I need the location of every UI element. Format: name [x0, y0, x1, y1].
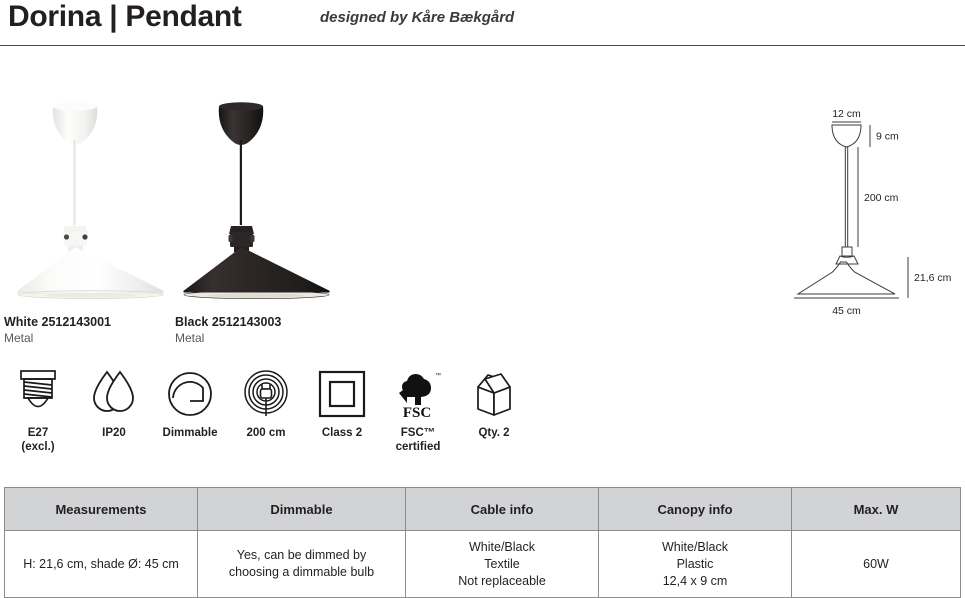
cell-canopy-info: White/Black Plastic 12,4 x 9 cm: [598, 530, 792, 598]
feature-label-e27: E27 (excl.): [21, 427, 55, 453]
dim-shade-height: 21,6 cm: [914, 272, 952, 284]
pendant-lamp-line-drawing: 12 cm 9 cm 200 cm 21,6 cm 45 cm: [794, 108, 952, 317]
feature-label-dimmable: Dimmable: [162, 427, 218, 439]
ip20-droplet-icon: [76, 366, 152, 422]
product-name-black: Black 2512143003: [175, 315, 282, 329]
product-name-white: White 2512143001: [4, 315, 112, 329]
feature-icon-row: E27 (excl.) IP20: [0, 366, 540, 466]
cell-measurements: H: 21,6 cm, shade Ø: 45 cm: [4, 530, 198, 598]
feature-ip20: IP20: [76, 366, 152, 441]
feature-dimmable: Dimmable: [152, 366, 228, 441]
table-header-row: Measurements Dimmable Cable info Canopy …: [4, 487, 961, 531]
product-material-black: Metal: [175, 331, 205, 345]
feature-cable-length: 200 cm: [228, 366, 304, 441]
cell-dimmable: Yes, can be dimmed by choosing a dimmabl…: [197, 530, 406, 598]
feature-label-cable-length: 200 cm: [246, 427, 286, 439]
header-canopy-info: Canopy info: [598, 487, 792, 531]
header-max-w: Max. W: [791, 487, 961, 531]
header-divider: [0, 45, 965, 46]
feature-label-fsc: FSC™ certified: [395, 427, 441, 453]
pendant-lamp-black-photo: [183, 102, 330, 300]
table-row: H: 21,6 cm, shade Ø: 45 cm Yes, can be d…: [4, 530, 961, 598]
dim-shade-diameter: 45 cm: [832, 305, 861, 317]
dim-canopy-height: 9 cm: [876, 131, 899, 143]
cable-length-icon: [228, 366, 304, 422]
header-cable-info: Cable info: [405, 487, 599, 531]
class-2-icon: [304, 366, 380, 422]
svg-text:FSC: FSC: [403, 405, 431, 421]
product-material-white: Metal: [4, 331, 34, 345]
package-quantity-icon: [456, 366, 532, 422]
e27-socket-icon: [0, 366, 76, 422]
feature-quantity: Qty. 2: [456, 366, 532, 441]
dim-canopy-width: 12 cm: [832, 108, 861, 120]
svg-text:™: ™: [435, 372, 441, 379]
dimmable-icon: [152, 366, 228, 422]
page-header: Dorina | Pendant designed by Kåre Bækgår…: [0, 0, 965, 47]
header-dimmable: Dimmable: [197, 487, 406, 531]
feature-fsc: FSC ™ FSC™ certified: [380, 366, 456, 454]
feature-label-class-2: Class 2: [321, 427, 363, 439]
feature-label-quantity: Qty. 2: [478, 427, 510, 439]
fsc-certified-icon: FSC ™: [380, 366, 456, 422]
pendant-lamp-white-photo: [17, 102, 164, 299]
header-measurements: Measurements: [4, 487, 198, 531]
designer-credit: designed by Kåre Bækgård: [320, 9, 515, 26]
cell-max-w: 60W: [791, 530, 961, 598]
cell-cable-info: White/Black Textile Not replaceable: [405, 530, 599, 598]
page-title: Dorina | Pendant: [8, 0, 242, 33]
dim-cable-length: 200 cm: [864, 192, 899, 204]
feature-label-ip20: IP20: [102, 427, 126, 439]
feature-class-2: Class 2: [304, 366, 380, 441]
specifications-table: Measurements Dimmable Cable info Canopy …: [4, 487, 961, 598]
feature-e27: E27 (excl.): [0, 366, 76, 454]
